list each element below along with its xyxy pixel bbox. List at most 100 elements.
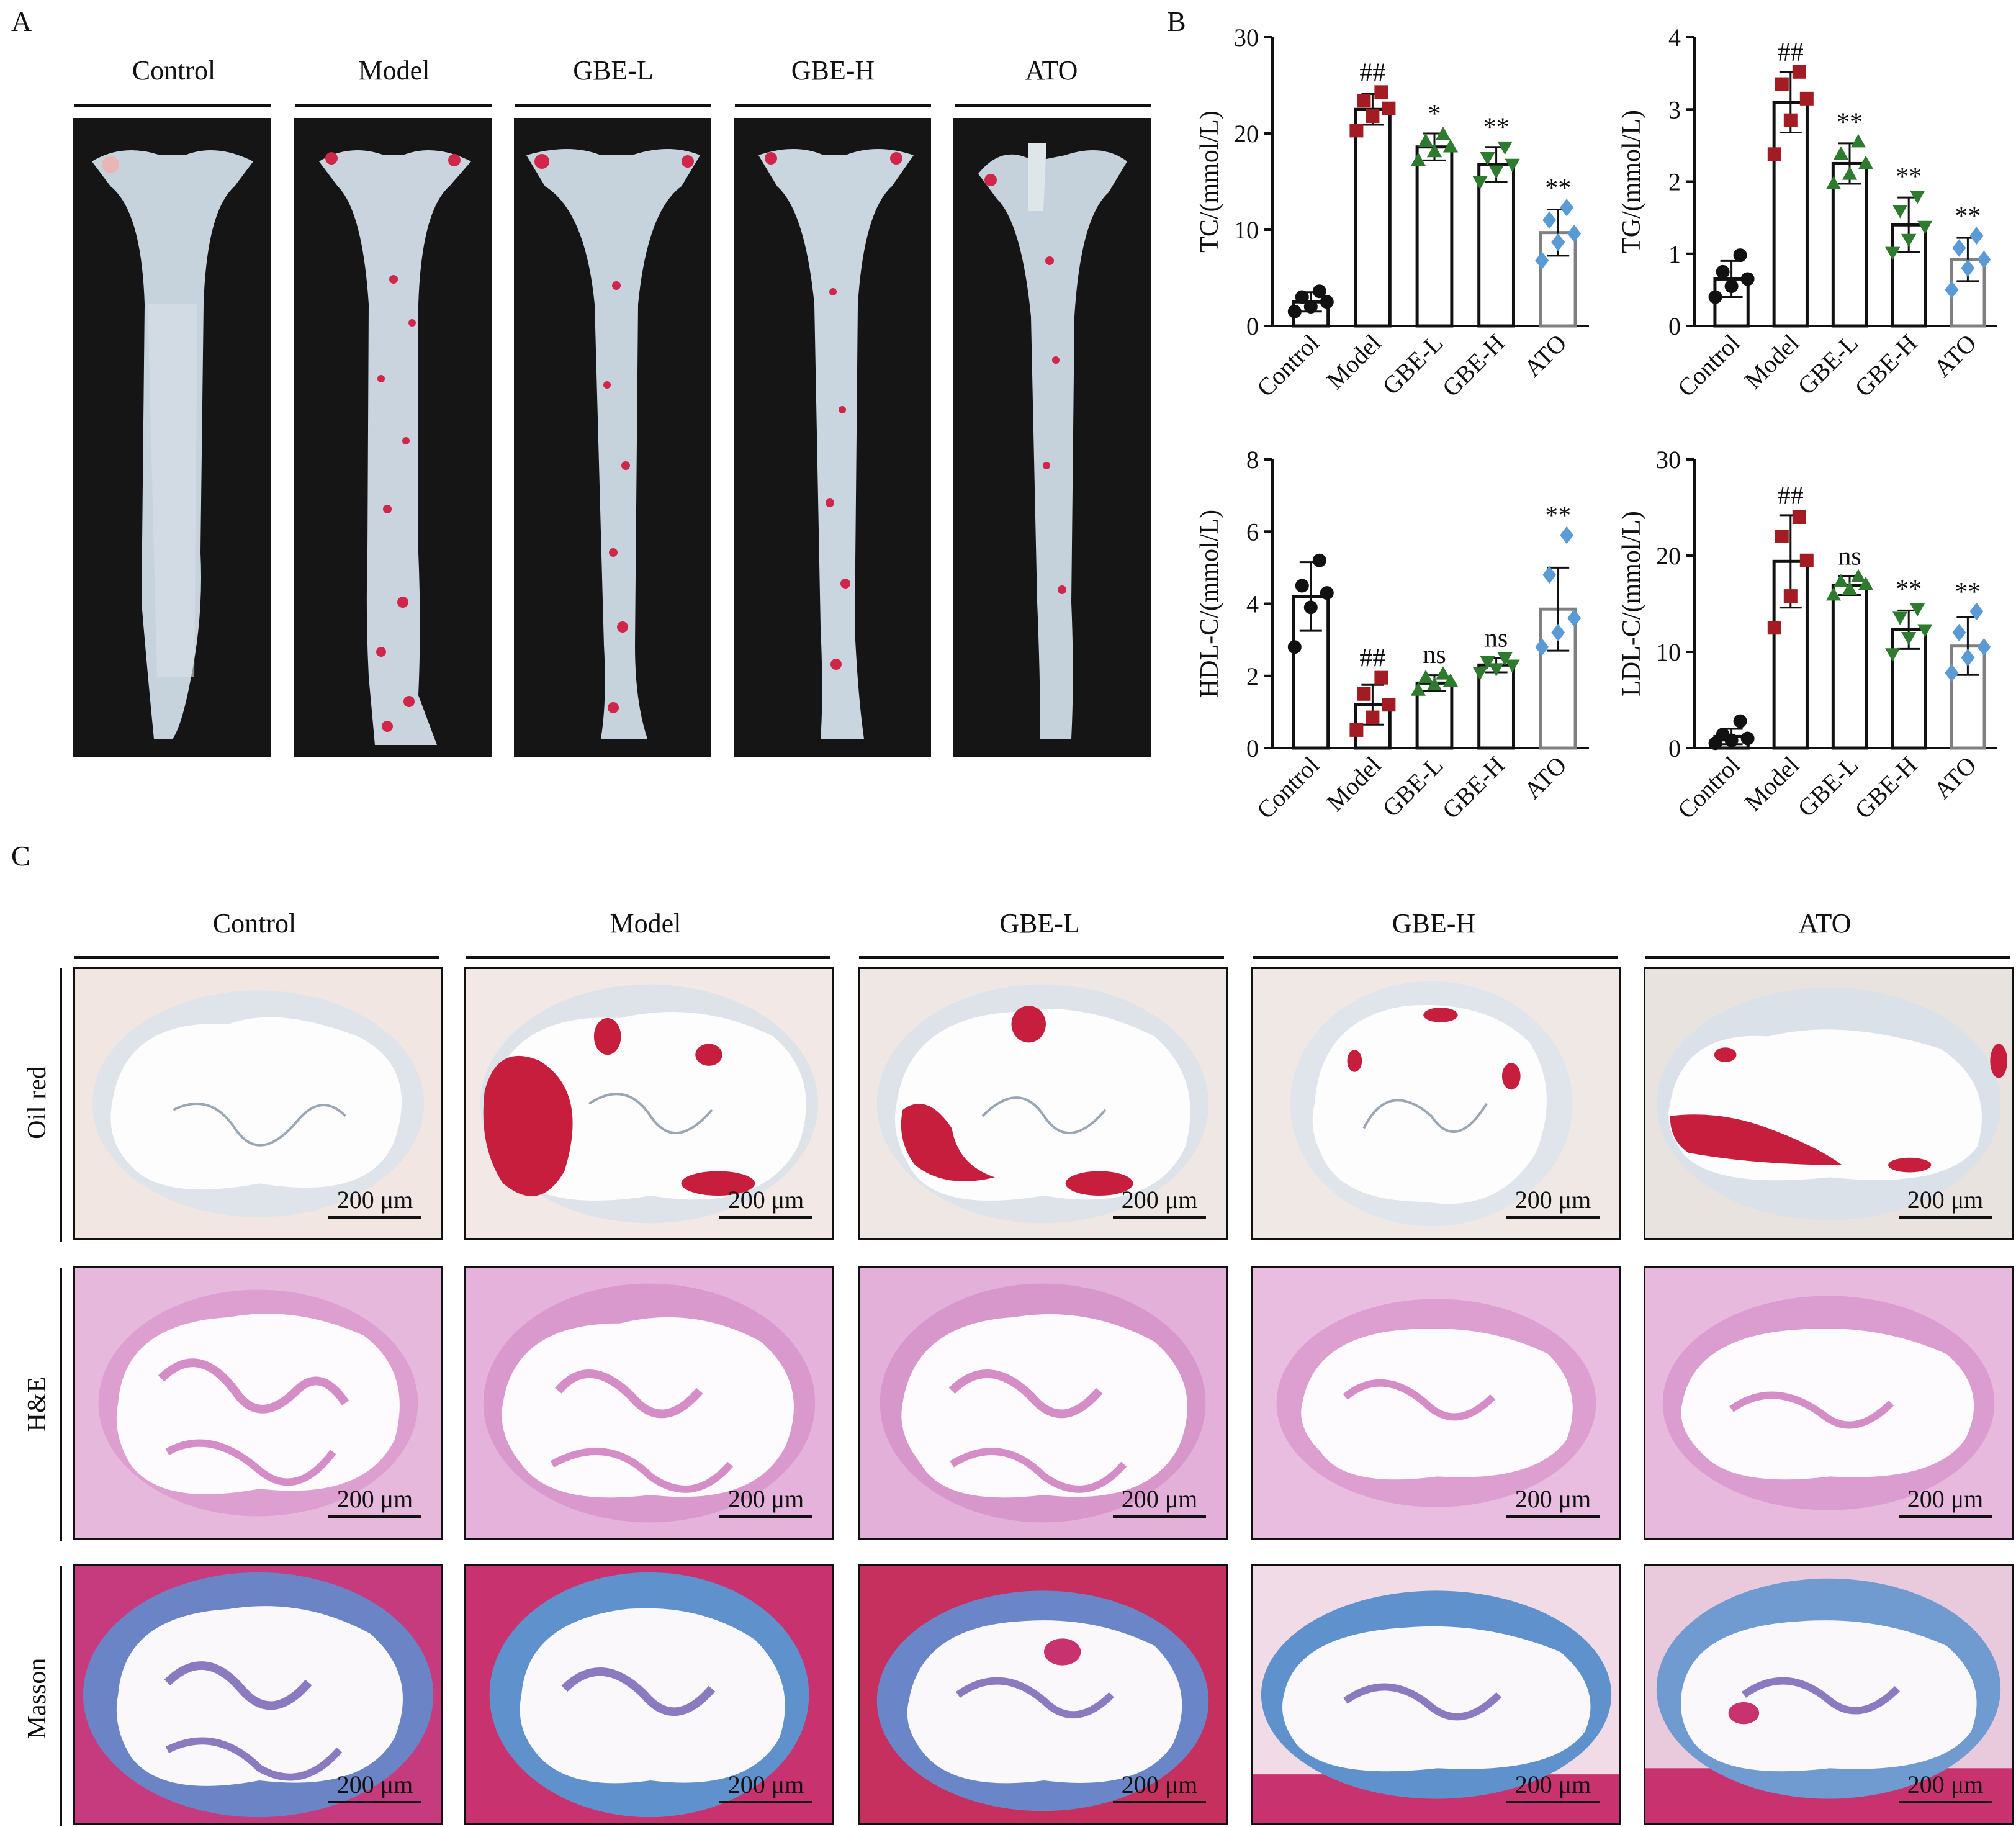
row-label-he: H&E bbox=[23, 1376, 52, 1432]
tg-point-diamond-ato bbox=[1945, 281, 1959, 299]
ldl-c-point-diamond-ato bbox=[1969, 602, 1984, 621]
ldl-c-point-triangle-gbe-l bbox=[1825, 587, 1842, 601]
tg-point-triangle-gbe-l bbox=[1842, 166, 1858, 180]
tg-point-diamond-ato bbox=[1961, 259, 1975, 277]
scale-bar-label: 200 μm bbox=[1514, 1485, 1591, 1513]
scale-bar: 200 μm bbox=[1506, 1188, 1600, 1219]
panel-a-rule-control bbox=[74, 104, 271, 107]
tc-point-square-model bbox=[1374, 85, 1388, 99]
tg-point-diamond-ato bbox=[1977, 250, 1991, 269]
hdl-c-point-triangle-gbe-l bbox=[1418, 670, 1434, 683]
tc-point-triangle-gbe-l bbox=[1435, 126, 1451, 140]
panel-a-rule-ato bbox=[955, 104, 1151, 107]
ldl-c-y-tick-label: 30 bbox=[1656, 446, 1681, 474]
ldl-c-point-circle-control bbox=[1716, 728, 1730, 742]
row-rule-he bbox=[60, 1268, 62, 1541]
tc-point-square-model bbox=[1357, 94, 1371, 108]
hdl-c-significance-gbe-h: ns bbox=[1485, 625, 1508, 653]
ldl-c-y-tick-label: 20 bbox=[1656, 542, 1681, 570]
tc-point-triangle-down-gbe-h bbox=[1505, 158, 1520, 173]
chart-ldl: 0 10 20 30 LDL-C/(mmol/L) Control ## Model ns GBE… bbox=[1601, 435, 2016, 857]
hdl-c-y-axis-label: HDL-C/(mmol/L) bbox=[1195, 510, 1224, 698]
tg-x-tick-label-gbe-h: GBE-H bbox=[1849, 329, 1922, 402]
ldl-c-point-triangle-down-gbe-h bbox=[1892, 611, 1908, 625]
tg-point-square-model bbox=[1792, 65, 1806, 79]
scale-bar-label: 200 μm bbox=[727, 1186, 804, 1214]
tc-point-square-model bbox=[1366, 109, 1380, 124]
ldl-c-point-circle-control bbox=[1740, 731, 1755, 746]
tg-point-square-model bbox=[1783, 113, 1798, 127]
hdl-c-y-tick-label: 4 bbox=[1246, 590, 1259, 618]
he-image-ato: 200 μm bbox=[1644, 1266, 2014, 1540]
panel-c-header-gbeh: GBE-H bbox=[1392, 908, 1476, 939]
tc-point-square-model bbox=[1382, 101, 1396, 115]
ldl-c-point-triangle-gbe-l bbox=[1850, 569, 1866, 582]
tc-point-triangle-down-gbe-h bbox=[1497, 141, 1513, 155]
oilred-image-gbeh: 200 μm bbox=[1251, 967, 1621, 1240]
scale-bar: 200 μm bbox=[1113, 1188, 1206, 1219]
scale-bar-line bbox=[719, 1801, 812, 1803]
tc-point-triangle-gbe-l bbox=[1418, 133, 1434, 147]
scale-bar: 200 μm bbox=[1113, 1772, 1206, 1803]
oilred-image-ato: 200 μm bbox=[1644, 967, 2014, 1240]
tc-point-diamond-ato bbox=[1567, 224, 1582, 243]
ldl-c-x-tick-label-ato: ATO bbox=[1928, 751, 1981, 805]
tg-point-triangle-down-gbe-h bbox=[1892, 205, 1908, 219]
tc-point-circle-control bbox=[1312, 284, 1326, 299]
scale-bar-line bbox=[1899, 1216, 1992, 1219]
row-rule-oilred bbox=[60, 968, 62, 1242]
tc-y-tick-label: 30 bbox=[1234, 24, 1259, 52]
panel-label-b: B bbox=[1167, 6, 1186, 37]
ldl-c-y-axis-label: LDL-C/(mmol/L) bbox=[1618, 511, 1646, 697]
ldl-c-x-tick-label-model: Model bbox=[1739, 751, 1804, 817]
oilred-image-model: 200 μm bbox=[464, 967, 834, 1240]
hdl-c-significance-ato: ** bbox=[1545, 502, 1571, 530]
tg-y-axis-label: TG/(mmol/L) bbox=[1618, 110, 1646, 253]
ldl-c-x-tick-label-control: Control bbox=[1672, 751, 1745, 824]
hdl-c-point-triangle-gbe-l bbox=[1426, 677, 1442, 691]
tg-point-circle-control bbox=[1724, 279, 1739, 294]
scale-bar-line bbox=[328, 1216, 421, 1219]
tg-significance-ato: ** bbox=[1955, 202, 1981, 231]
tg-x-tick-label-control: Control bbox=[1672, 329, 1745, 402]
hdl-c-point-diamond-ato bbox=[1560, 526, 1574, 544]
row-label-masson: Masson bbox=[23, 1658, 52, 1739]
tg-x-tick-label-gbe-l: GBE-L bbox=[1792, 329, 1863, 400]
ldl-c-point-square-model bbox=[1783, 589, 1798, 603]
scale-bar-label: 200 μm bbox=[1121, 1186, 1198, 1214]
masson-image-gbeh: 200 μm bbox=[1251, 1564, 1621, 1825]
tc-point-diamond-ato bbox=[1542, 211, 1557, 229]
tg-point-triangle-down-gbe-h bbox=[1901, 233, 1917, 248]
tg-point-triangle-gbe-l bbox=[1858, 155, 1874, 169]
ldl-c-point-square-model bbox=[1767, 621, 1781, 635]
scale-bar: 200 μm bbox=[328, 1487, 421, 1518]
hdl-c-point-triangle-down-gbe-h bbox=[1505, 659, 1520, 673]
scale-bar: 200 μm bbox=[328, 1188, 421, 1219]
hdl-c-point-square-model bbox=[1382, 698, 1396, 712]
tg-point-triangle-down-gbe-h bbox=[1910, 190, 1925, 204]
hdl-c-y-tick-label: 0 bbox=[1246, 734, 1259, 762]
panel-a-header-control: Control bbox=[132, 55, 216, 86]
hdl-c-x-tick-label-ato: ATO bbox=[1518, 751, 1572, 805]
scale-bar: 200 μm bbox=[1899, 1188, 1992, 1219]
ldl-c-significance-gbe-h: ** bbox=[1896, 575, 1922, 603]
tc-point-triangle-down-gbe-h bbox=[1472, 176, 1488, 190]
scale-bar-line bbox=[1506, 1216, 1600, 1219]
scale-bar-label: 200 μm bbox=[1907, 1771, 1984, 1798]
ldl-c-bar-gbe-l bbox=[1831, 584, 1868, 750]
scale-bar-line bbox=[1506, 1515, 1600, 1518]
scale-bar-line bbox=[1113, 1801, 1206, 1803]
tc-y-tick-label: 10 bbox=[1234, 216, 1259, 244]
he-image-control: 200 μm bbox=[73, 1266, 443, 1540]
panel-c-header-ato: ATO bbox=[1798, 908, 1852, 939]
scale-bar-label: 200 μm bbox=[1514, 1186, 1591, 1214]
ldl-c-y-tick-label: 10 bbox=[1656, 638, 1681, 666]
he-image-gbel: 200 μm bbox=[858, 1266, 1228, 1540]
ldl-c-point-diamond-ato bbox=[1945, 664, 1959, 682]
chart-tc: 0 10 20 30 TC/(mmol/L) Control ## Model * GBE-L **… bbox=[1179, 12, 1608, 422]
tc-point-triangle-down-gbe-h bbox=[1480, 151, 1495, 166]
hdl-c-point-triangle-down-gbe-h bbox=[1480, 656, 1495, 670]
tc-point-diamond-ato bbox=[1535, 251, 1549, 269]
tc-y-axis-label: TC/(mmol/L) bbox=[1195, 111, 1224, 253]
tg-point-diamond-ato bbox=[1969, 227, 1984, 245]
